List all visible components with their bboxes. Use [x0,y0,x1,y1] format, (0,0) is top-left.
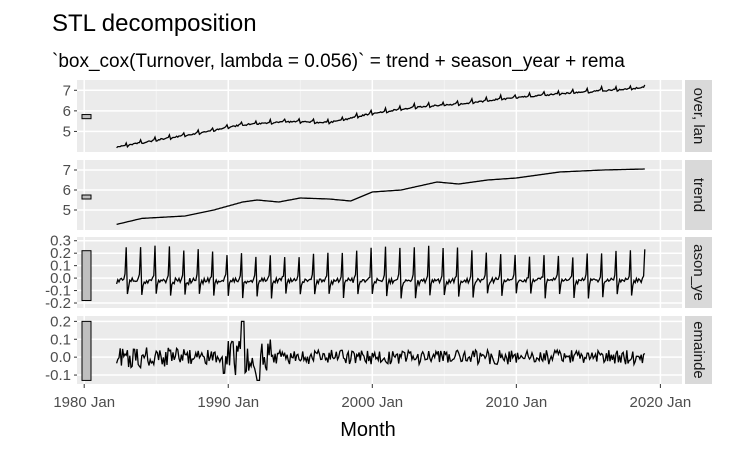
panel-background [77,160,682,230]
x-axis-title: Month [340,419,396,441]
x-tick-label: 2000 Jan [341,394,403,411]
x-axis: 1980 Jan 1990 Jan 2000 Jan 2010 Jan 2020 Jan [53,384,691,411]
facet-strip-label: over, lan [690,88,707,145]
facet-strip [685,80,712,152]
series-line [115,245,646,299]
y-tick-label: 6 [63,103,71,120]
facet-strip-label: ason_ye [690,244,707,301]
facet-strip [685,237,712,308]
panel-4: -0.10.00.10.2 emainde [45,313,712,384]
series-line [115,320,646,382]
y-tick-label: -0.2 [45,295,71,312]
y-tick-label: 0.1 [50,331,71,348]
y-tick-label: 5 [63,123,71,140]
x-tick-label: 2020 Jan [630,394,692,411]
x-tick-label: 2010 Jan [485,394,547,411]
chart-title: STL decomposition [52,10,257,37]
panel-3: -0.2-0.10.00.10.20.3 ason_ye [45,233,712,312]
y-tick-label: -0.1 [45,283,71,300]
x-tick-label: 1980 Jan [53,394,115,411]
facet-strip-label: emainde [690,321,707,379]
x-tick-label: 1990 Jan [197,394,259,411]
y-tick-label: 0.0 [50,349,71,366]
y-tick-label: 0.3 [50,233,71,250]
scale-bar [81,194,92,200]
panel-background [77,237,682,308]
y-tick-label: 0.2 [50,313,71,330]
y-tick-label: 7 [63,82,71,99]
facet-strip [685,160,712,230]
series-line [116,84,646,149]
panel-2: 5 6 7 trend [63,160,712,230]
panel-1: 5 6 7 over, lan [63,80,712,152]
scale-bar [81,320,92,381]
facet-strip-label: trend [690,178,707,212]
chart-subtitle: `box_cox(Turnover, lambda = 0.056)` = tr… [52,51,625,72]
facet-strip [685,316,712,384]
y-tick-label: 6 [63,182,71,199]
series-line [116,168,645,226]
y-tick-label: 0.2 [50,245,71,262]
y-tick-label: 0.1 [50,258,71,275]
facet-panels: 567 over, lan567trend-0.2-0.10.00.10.20.3… [45,80,712,384]
scale-bar [81,114,92,120]
scale-bar [81,250,92,302]
y-tick-label: -0.1 [45,367,71,384]
y-tick-label: 5 [63,202,71,219]
y-tick-label: 0.0 [50,270,71,287]
y-tick-label: 7 [63,162,71,179]
